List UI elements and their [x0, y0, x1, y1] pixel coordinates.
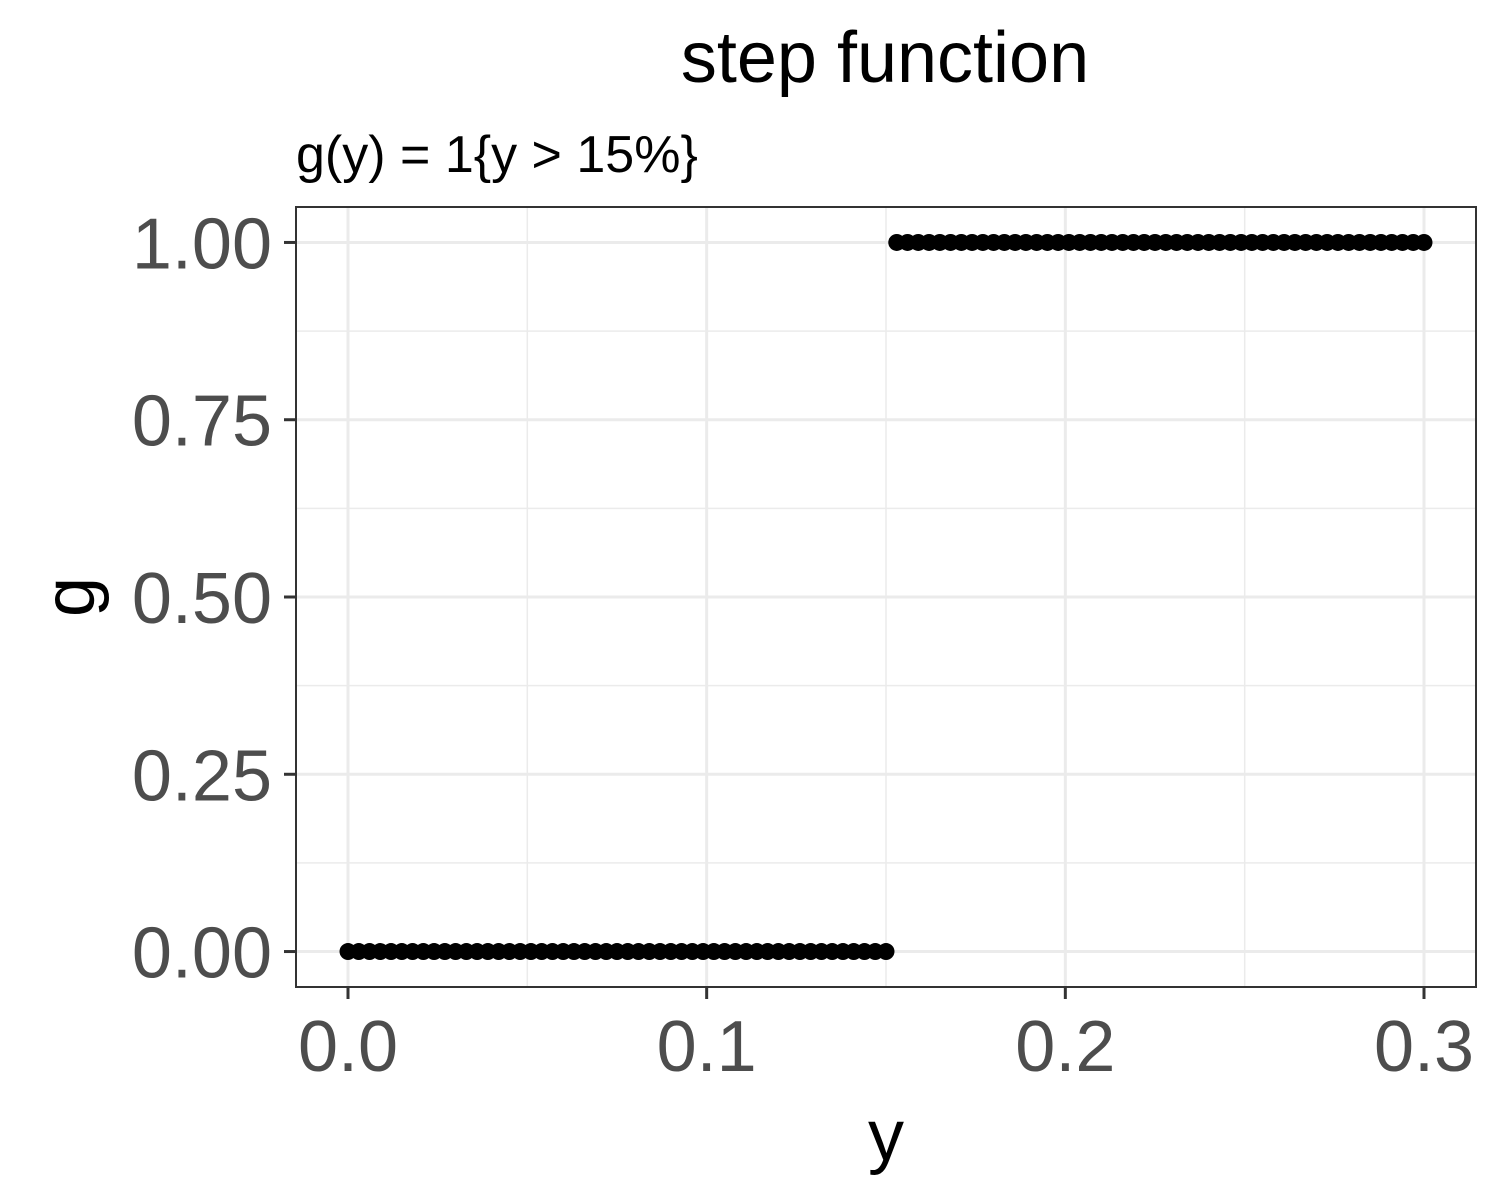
y-axis-title: g [30, 577, 110, 617]
y-axis: 0.00 0.25 0.50 0.75 1.00 [132, 204, 296, 994]
x-tick-label: 0.0 [298, 1007, 398, 1087]
data-point [877, 943, 895, 961]
chart-title: step function [681, 18, 1089, 98]
grid-major [296, 207, 1476, 987]
data-point [1415, 233, 1433, 251]
x-axis: 0.0 0.1 0.2 0.3 [298, 987, 1474, 1087]
y-tick-label: 0.50 [132, 559, 272, 639]
x-tick-label: 0.2 [1015, 1007, 1115, 1087]
x-tick-label: 0.3 [1374, 1007, 1474, 1087]
chart-subtitle: g(y) = 1{y > 15%} [296, 126, 698, 184]
y-tick-label: 0.25 [132, 736, 272, 816]
y-tick-label: 0.75 [132, 382, 272, 462]
y-tick-label: 0.00 [132, 914, 272, 994]
x-tick-label: 0.1 [657, 1007, 757, 1087]
data-points [339, 233, 1433, 961]
y-tick-label: 1.00 [132, 204, 272, 284]
x-axis-title: y [868, 1096, 904, 1176]
